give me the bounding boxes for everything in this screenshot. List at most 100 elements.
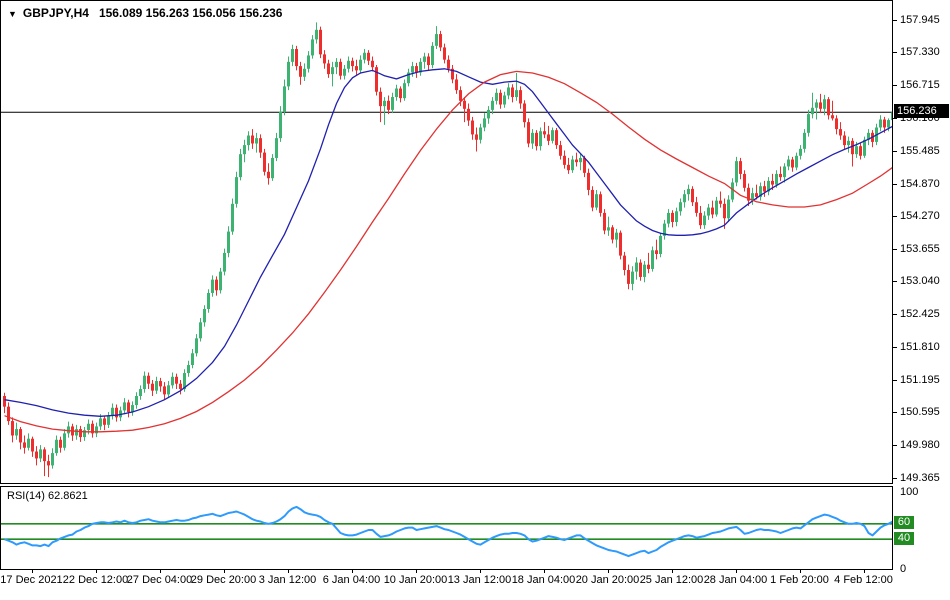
chart-title: ▼ GBPJPY,H4 156.089 156.263 156.056 156.23… [8, 6, 282, 20]
bearish-candle [763, 186, 766, 192]
bullish-candle [683, 194, 686, 203]
bullish-candle [419, 61, 422, 73]
bullish-candle [167, 385, 170, 395]
bullish-candle [27, 438, 30, 448]
rsi-label: RSI(14) 62.8621 [7, 490, 88, 502]
bullish-candle [139, 389, 142, 396]
bullish-candle [503, 95, 506, 105]
bullish-candle [803, 132, 806, 149]
bearish-candle [835, 118, 838, 130]
bearish-candle [467, 108, 470, 121]
bearish-candle [3, 395, 6, 407]
time-axis-label: 28 Jan 04:00 [703, 574, 768, 586]
bearish-candle [451, 68, 454, 80]
bearish-candle [35, 451, 38, 459]
bearish-candle [723, 203, 726, 219]
bullish-candle [595, 194, 598, 208]
bullish-candle [107, 415, 110, 425]
bearish-candle [851, 140, 854, 155]
bullish-candle [315, 29, 318, 40]
bullish-candle [363, 52, 366, 60]
bearish-candle [19, 429, 22, 443]
bullish-candle [807, 114, 810, 133]
bullish-candle [679, 202, 682, 212]
price-axis[interactable]: 157.945157.330156.715156.100155.485154.8… [893, 0, 950, 600]
bearish-candle [163, 386, 166, 395]
bullish-candle [199, 322, 202, 339]
bullish-candle [847, 140, 850, 146]
bullish-candle [767, 180, 770, 192]
bullish-candle [383, 100, 386, 107]
bullish-candle [255, 138, 258, 144]
bearish-candle [147, 375, 150, 384]
bearish-candle [523, 103, 526, 123]
bearish-candle [599, 194, 602, 213]
bullish-candle [271, 157, 274, 179]
bearish-candle [583, 157, 586, 173]
bearish-candle [11, 421, 14, 436]
rsi-indicator-panel[interactable]: RSI(14) 62.8621 [0, 486, 893, 570]
bearish-candle [547, 134, 550, 141]
bullish-candle [243, 145, 246, 155]
bullish-candle [83, 430, 86, 438]
rsi-axis-label-0: 0 [900, 563, 907, 575]
bearish-candle [47, 461, 50, 466]
bullish-candle [343, 68, 346, 76]
rsi-canvas[interactable] [1, 487, 892, 569]
bullish-candle [715, 200, 718, 215]
price-tick [893, 85, 897, 87]
bullish-candle [531, 132, 534, 144]
bullish-candle [607, 227, 610, 231]
time-axis[interactable]: 17 Dec 2021 22 Dec 12:00 27 Dec 04:00 29 De… [0, 570, 893, 596]
main-chart-panel[interactable]: ▼ GBPJPY,H4 156.089 156.263 156.056 156.23… [0, 0, 893, 484]
bearish-candle [819, 102, 822, 109]
time-axis-label: 25 Jan 12:00 [639, 574, 704, 586]
bullish-candle [231, 203, 234, 232]
bullish-candle [187, 365, 190, 374]
bullish-candle [191, 353, 194, 366]
bullish-candle [131, 405, 134, 413]
bearish-candle [463, 100, 466, 109]
bullish-candle [219, 271, 222, 291]
price-axis-label: 153.655 [900, 242, 940, 255]
bearish-candle [151, 383, 154, 391]
bullish-candle [631, 271, 634, 284]
bearish-candle [427, 56, 430, 66]
bullish-candle [207, 292, 210, 309]
bearish-candle [499, 92, 502, 105]
time-axis-label: 13 Jan 12:00 [447, 574, 512, 586]
bullish-candle [203, 308, 206, 323]
bearish-candle [587, 172, 590, 190]
price-tick [893, 346, 897, 348]
bearish-candle [319, 29, 322, 55]
bullish-candle [291, 49, 294, 62]
bearish-candle [115, 407, 118, 418]
ohlc-values: 156.089 156.263 156.056 156.236 [98, 6, 283, 20]
bearish-candle [655, 250, 658, 255]
bullish-candle [783, 166, 786, 178]
bearish-candle [259, 138, 262, 153]
bullish-candle [55, 439, 58, 454]
bearish-candle [691, 188, 694, 203]
bullish-candle [811, 107, 814, 115]
bullish-candle [307, 55, 310, 69]
time-axis-label: 6 Jan 04:00 [322, 574, 381, 586]
bullish-candle [135, 395, 138, 406]
bearish-candle [831, 115, 834, 119]
price-tick [893, 52, 897, 54]
bearish-candle [251, 135, 254, 144]
chart-dropdown-icon[interactable]: ▼ [8, 9, 17, 19]
bullish-candle [887, 120, 890, 128]
bullish-candle [667, 212, 670, 224]
bullish-candle [395, 88, 398, 98]
bearish-candle [439, 34, 442, 48]
bullish-candle [495, 92, 498, 101]
bearish-candle [843, 135, 846, 146]
time-axis-label: 1 Feb 20:00 [770, 574, 829, 586]
bullish-candle [311, 39, 314, 56]
bearish-candle [79, 429, 82, 438]
bullish-candle [735, 161, 738, 183]
bearish-candle [535, 132, 538, 147]
main-chart-canvas[interactable] [1, 1, 892, 483]
time-tick [223, 570, 225, 573]
